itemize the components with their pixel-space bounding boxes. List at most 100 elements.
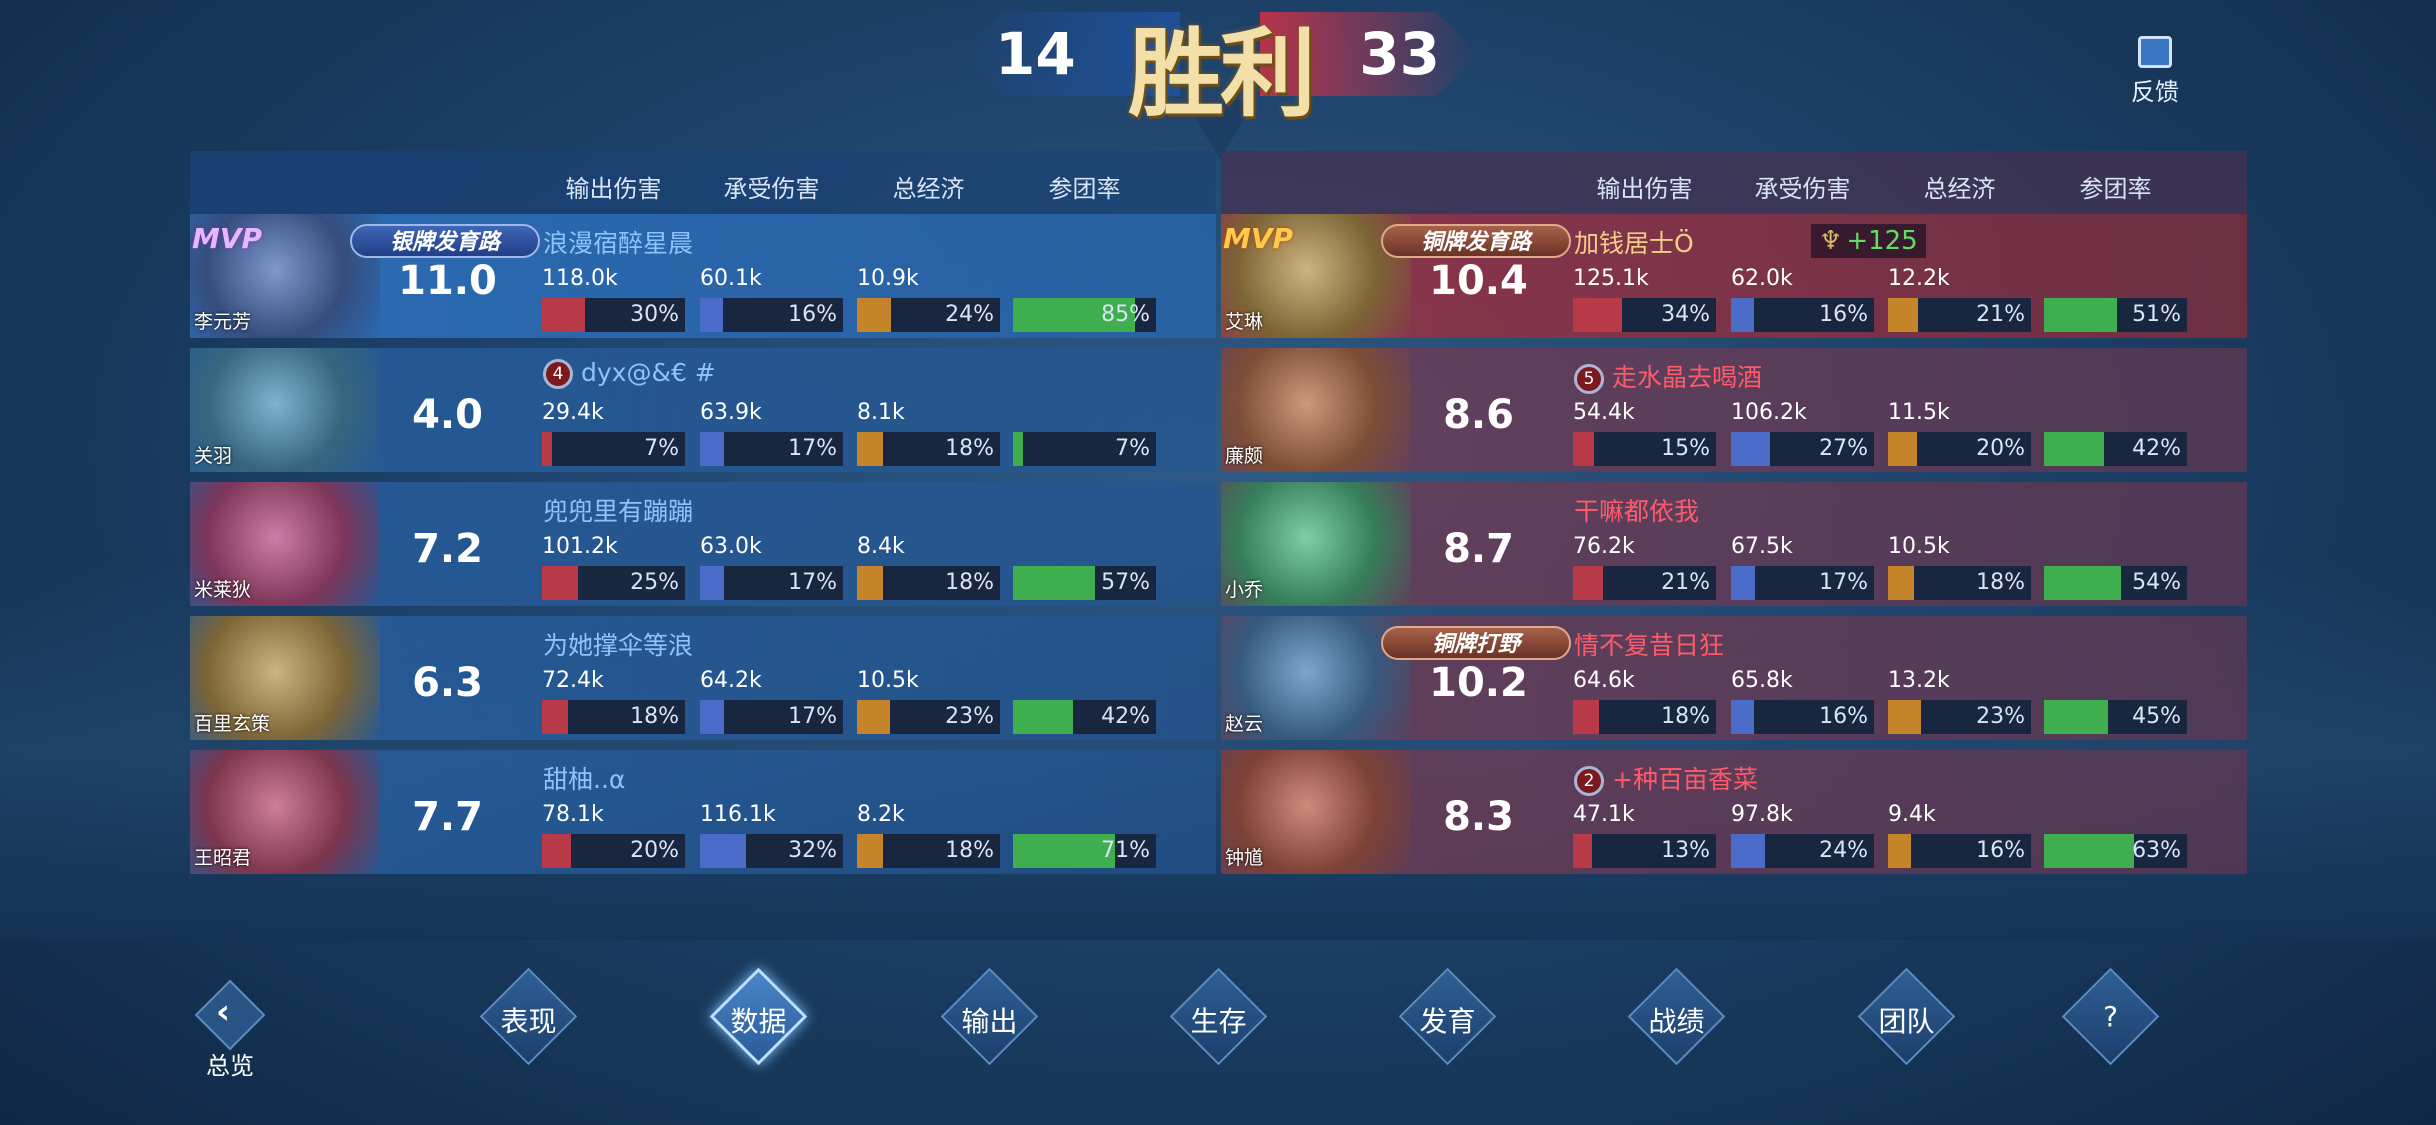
player-row[interactable]: 艾琳 MVP 铜牌发育路 10.4 加钱居士Ö ♆ +125 125.1k 62.0k 12.2k… [1221, 214, 2247, 338]
player-row[interactable]: 小乔 8.7 干嘛都依我 76.2k 67.5k 10.5k 21% 17% 18% 54% [1221, 482, 2247, 606]
player-name-text: 兜兜里有蹦蹦 [543, 497, 694, 526]
stat-percent: 16% [788, 302, 837, 327]
hero-portrait[interactable]: 米莱狄 [190, 482, 380, 606]
stat-bar-fill [700, 700, 725, 734]
stat-percent: 30% [630, 302, 679, 327]
stat-value-damage: 29.4k [542, 400, 604, 425]
player-row[interactable]: 廉颇 8.6 5 走水晶去喝酒 54.4k 106.2k 11.5k 15% 27% 20% 42% [1221, 348, 2247, 472]
tab-label: 发育 [1419, 1005, 1476, 1038]
stat-bar-damage: 15% [1573, 432, 1716, 466]
stat-bar-taken: 17% [700, 432, 843, 466]
player-name[interactable]: 为她撑伞等浪 [543, 626, 693, 662]
position-badge: 铜牌打野 [1381, 626, 1571, 660]
column-header-taken: 承受伤害 [723, 175, 820, 203]
player-row[interactable]: 钟馗 8.3 2 +种百亩香菜 47.1k 97.8k 9.4k 13% 24% 16% 63% [1221, 750, 2247, 874]
stat-percent: 17% [788, 436, 837, 461]
hero-portrait[interactable]: 小乔 [1221, 482, 1411, 606]
player-rating: 6.3 [412, 660, 483, 706]
hero-portrait[interactable]: 王昭君 [190, 750, 380, 874]
player-name[interactable]: 2 +种百亩香菜 [1574, 760, 1758, 796]
stat-value-gold: 8.2k [857, 802, 905, 827]
stat-value-damage: 54.4k [1573, 400, 1635, 425]
tab-label: 输出 [961, 1005, 1018, 1038]
player-row[interactable]: 王昭君 7.7 甜柚..α 78.1k 116.1k 8.2k 20% 32% 18% 71% [190, 750, 1216, 874]
player-name[interactable]: 浪漫宿醉星晨 [543, 224, 693, 260]
player-name[interactable]: 甜柚..α [543, 760, 625, 796]
mvp-tag: MVP [192, 222, 263, 255]
tab-label: 表现 [500, 1005, 557, 1038]
tab-1[interactable]: 数据 [709, 967, 808, 1066]
player-row[interactable]: 关羽 4.0 4 dyx@&€ # 29.4k 63.9k 8.1k 7% 17% 18% 7% [190, 348, 1216, 472]
stat-bar-gold: 20% [1888, 432, 2031, 466]
player-name[interactable]: 兜兜里有蹦蹦 [543, 492, 693, 528]
stat-bar-gold: 24% [857, 298, 1000, 332]
player-name[interactable]: 4 dyx@&€ # [543, 358, 716, 389]
stat-bar-fill [1573, 566, 1604, 600]
stat-bar-participation: 85% [1013, 298, 1156, 332]
hero-name: 关羽 [194, 445, 233, 467]
stat-bar-damage: 30% [542, 298, 685, 332]
hero-name: 小乔 [1225, 579, 1264, 601]
stat-bar-taken: 17% [700, 700, 843, 734]
player-row[interactable]: 米莱狄 7.2 兜兜里有蹦蹦 101.2k 63.0k 8.4k 25% 17% 18% 57% [190, 482, 1216, 606]
stat-value-gold: 11.5k [1888, 400, 1950, 425]
stat-bar-fill [2044, 700, 2109, 734]
stat-bar-gold: 18% [857, 834, 1000, 868]
stat-value-taken: 63.9k [700, 400, 762, 425]
stat-bar-fill [542, 432, 552, 466]
table-header: 输出伤害 承受伤害 总经济 参团率 [190, 151, 1216, 214]
stat-bar-fill [542, 834, 571, 868]
stat-percent: 85% [1101, 302, 1150, 327]
player-row[interactable]: 百里玄策 6.3 为她撑伞等浪 72.4k 64.2k 10.5k 18% 17% 23% 42% [190, 616, 1216, 740]
stat-percent: 54% [2132, 570, 2181, 595]
hero-portrait[interactable]: 关羽 [190, 348, 380, 472]
tab-5[interactable]: 战绩 [1627, 967, 1726, 1066]
blue-team-panel: 输出伤害 承受伤害 总经济 参团率 李元芳 MVP 银牌发育路 11.0 浪漫宿醉星晨 118.0… [190, 151, 1216, 879]
player-rating: 10.2 [1429, 660, 1528, 706]
stat-bar-participation: 42% [2044, 432, 2187, 466]
overview-back-button[interactable]: ‹ 总览 [190, 979, 270, 1081]
blue-team-kills: 14 [995, 20, 1076, 88]
player-name-text: 情不复昔日狂 [1574, 631, 1725, 660]
stat-percent: 42% [2132, 436, 2181, 461]
player-row[interactable]: 赵云 铜牌打野 10.2 情不复昔日狂 64.6k 65.8k 13.2k 18% 16% 23%… [1221, 616, 2247, 740]
red-team-plate [1260, 12, 1480, 96]
hero-portrait[interactable]: 钟馗 [1221, 750, 1411, 874]
player-name[interactable]: 干嘛都依我 [1574, 492, 1699, 528]
hero-portrait[interactable]: 赵云 [1221, 616, 1411, 740]
tab-0[interactable]: 表现 [479, 967, 578, 1066]
stat-bar-fill [1573, 432, 1595, 466]
tab-help[interactable]: ? [2061, 967, 2160, 1066]
stat-percent: 16% [1976, 838, 2025, 863]
hero-portrait[interactable]: 李元芳 MVP [190, 214, 380, 338]
tab-6[interactable]: 团队 [1857, 967, 1956, 1066]
tab-4[interactable]: 发育 [1398, 967, 1497, 1066]
stat-percent: 21% [1976, 302, 2025, 327]
stat-bar-gold: 23% [1888, 700, 2031, 734]
stat-bar-fill [1888, 700, 1921, 734]
hero-portrait[interactable]: 艾琳 MVP [1221, 214, 1411, 338]
column-header-damage: 输出伤害 [1596, 175, 1693, 203]
stat-bar-fill [857, 700, 890, 734]
tab-2[interactable]: 输出 [940, 967, 1039, 1066]
stat-value-taken: 64.2k [700, 668, 762, 693]
stat-percent: 16% [1819, 704, 1868, 729]
stat-bar-taken: 24% [1731, 834, 1874, 868]
tab-3[interactable]: 生存 [1169, 967, 1268, 1066]
hero-portrait[interactable]: 百里玄策 [190, 616, 380, 740]
stat-bar-fill [1013, 566, 1095, 600]
player-name-text: 浪漫宿醉星晨 [543, 229, 694, 258]
stat-value-damage: 125.1k [1573, 266, 1649, 291]
player-name[interactable]: 加钱居士Ö [1574, 224, 1694, 260]
stat-percent: 13% [1661, 838, 1710, 863]
feedback-button[interactable]: 反馈 [2120, 36, 2190, 107]
player-row[interactable]: 李元芳 MVP 银牌发育路 11.0 浪漫宿醉星晨 118.0k 60.1k 10.9k 30%… [190, 214, 1216, 338]
player-name[interactable]: 5 走水晶去喝酒 [1574, 358, 1762, 394]
player-name[interactable]: 情不复昔日狂 [1574, 626, 1724, 662]
stat-bar-participation: 71% [1013, 834, 1156, 868]
column-header-damage: 输出伤害 [565, 175, 662, 203]
tab-label: 数据 [730, 1005, 787, 1038]
stat-percent: 18% [1661, 704, 1710, 729]
hero-portrait[interactable]: 廉颇 [1221, 348, 1411, 472]
stat-bar-fill [857, 566, 883, 600]
